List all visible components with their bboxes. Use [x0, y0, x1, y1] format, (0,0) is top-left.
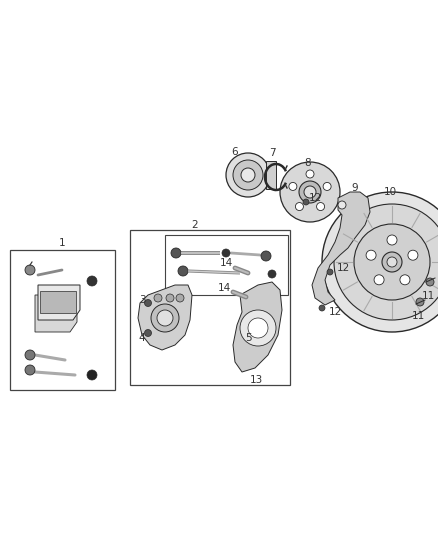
Circle shape [268, 270, 276, 278]
Circle shape [306, 170, 314, 178]
Circle shape [241, 168, 255, 182]
Text: 10: 10 [383, 187, 396, 197]
Circle shape [416, 298, 424, 306]
Circle shape [327, 269, 333, 275]
Circle shape [295, 203, 304, 211]
Circle shape [87, 276, 97, 286]
Circle shape [25, 350, 35, 360]
Circle shape [222, 249, 230, 257]
Circle shape [387, 257, 397, 267]
Circle shape [25, 365, 35, 375]
Circle shape [178, 266, 188, 276]
Circle shape [25, 265, 35, 275]
Circle shape [299, 181, 321, 203]
Polygon shape [38, 285, 80, 320]
Circle shape [374, 275, 384, 285]
Text: 14: 14 [217, 283, 231, 293]
Polygon shape [233, 282, 282, 372]
Circle shape [261, 251, 271, 261]
Circle shape [319, 305, 325, 311]
Circle shape [154, 294, 162, 302]
Circle shape [226, 153, 270, 197]
Circle shape [280, 162, 340, 222]
Text: 4: 4 [139, 333, 145, 343]
Bar [10, 250, 115, 390]
Circle shape [233, 160, 263, 190]
Circle shape [303, 199, 309, 205]
Circle shape [304, 186, 316, 198]
Circle shape [334, 204, 438, 320]
Bar [130, 230, 290, 385]
Text: 9: 9 [352, 183, 358, 193]
Circle shape [248, 318, 268, 338]
Text: 11: 11 [411, 311, 424, 321]
Circle shape [387, 235, 397, 245]
Bar [266, 161, 276, 189]
Polygon shape [138, 285, 192, 350]
Circle shape [382, 252, 402, 272]
Text: 6: 6 [232, 147, 238, 157]
Circle shape [166, 294, 174, 302]
Circle shape [151, 304, 179, 332]
Text: 11: 11 [421, 291, 434, 301]
Circle shape [157, 310, 173, 326]
Text: 5: 5 [245, 333, 251, 343]
Text: 14: 14 [219, 258, 233, 268]
Circle shape [176, 294, 184, 302]
Circle shape [354, 224, 430, 300]
Circle shape [323, 182, 331, 190]
Text: 7: 7 [268, 148, 276, 158]
Polygon shape [312, 192, 370, 305]
Text: 12: 12 [308, 193, 321, 203]
Circle shape [366, 250, 376, 260]
Polygon shape [35, 295, 77, 332]
Circle shape [338, 201, 346, 209]
Circle shape [145, 300, 152, 306]
Circle shape [400, 275, 410, 285]
Text: 13: 13 [249, 375, 263, 385]
Circle shape [87, 370, 97, 380]
Text: 8: 8 [305, 158, 311, 168]
Bar [40, 291, 76, 313]
Circle shape [145, 329, 152, 336]
Text: 12: 12 [336, 263, 350, 273]
Circle shape [322, 192, 438, 332]
Text: 1: 1 [59, 238, 65, 248]
Circle shape [289, 182, 297, 190]
Circle shape [408, 250, 418, 260]
Text: 3: 3 [139, 295, 145, 305]
Circle shape [240, 310, 276, 346]
Circle shape [171, 248, 181, 258]
Text: 12: 12 [328, 307, 342, 317]
Bar [165, 235, 288, 295]
Text: 2: 2 [192, 220, 198, 230]
Circle shape [317, 203, 325, 211]
Circle shape [426, 278, 434, 286]
